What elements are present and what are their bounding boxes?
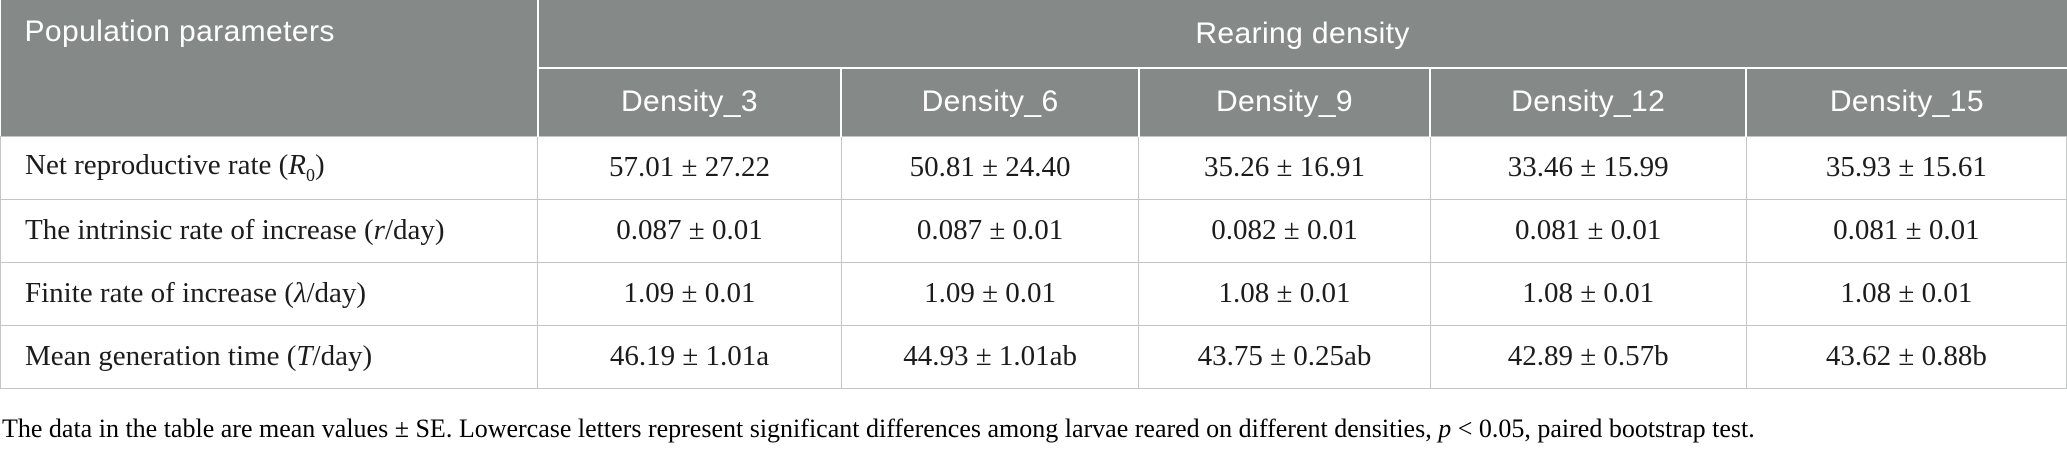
population-parameters-table: Population parameters Rearing density De…: [0, 0, 2067, 389]
p-value-symbol: p: [1438, 413, 1452, 443]
variable-symbol: T: [296, 340, 313, 372]
cell-value: 0.087 ± 0.01: [537, 198, 842, 263]
row-label-suffix: /day): [384, 214, 445, 246]
table-row-intrinsic-rate: The intrinsic rate of increase (r/day) 0…: [0, 198, 2067, 263]
cell-value: 35.26 ± 16.91: [1138, 135, 1431, 200]
row-label-suffix: ): [314, 149, 325, 182]
table-row-mean-generation-time: Mean generation time (T/day) 46.19 ± 1.0…: [0, 324, 2067, 389]
column-header-density-12: Density_12: [1429, 68, 1747, 136]
row-label: The intrinsic rate of increase (r/day): [0, 198, 539, 263]
row-label-text: Net reproductive rate (: [25, 149, 289, 182]
cell-value: 1.08 ± 0.01: [1138, 261, 1431, 326]
cell-value: 0.082 ± 0.01: [1138, 198, 1431, 263]
corner-header-population-parameters: Population parameters: [0, 0, 539, 136]
cell-value: 50.81 ± 24.40: [840, 135, 1140, 200]
column-header-density-3: Density_3: [537, 68, 842, 136]
cell-value: 1.08 ± 0.01: [1429, 261, 1747, 326]
row-label: Net reproductive rate (R0): [0, 135, 539, 200]
cell-value: 33.46 ± 15.99: [1429, 135, 1747, 200]
cell-value: 1.09 ± 0.01: [840, 261, 1140, 326]
column-header-density-6: Density_6: [840, 68, 1139, 136]
table-row-finite-rate: Finite rate of increase (λ/day) 1.09 ± 0…: [0, 261, 2067, 326]
cell-value: 44.93 ± 1.01ab: [840, 324, 1140, 389]
cell-value: 1.08 ± 0.01: [1745, 261, 2067, 326]
table-footnote: The data in the table are mean values ± …: [2, 413, 2067, 446]
cell-value: 0.087 ± 0.01: [840, 198, 1140, 263]
row-label-text: Mean generation time (: [25, 340, 297, 372]
row-label: Mean generation time (T/day): [0, 324, 539, 389]
variable-symbol: λ: [293, 277, 307, 309]
row-label-text: Finite rate of increase (: [25, 277, 294, 309]
row-label: Finite rate of increase (λ/day): [0, 261, 539, 326]
cell-value: 42.89 ± 0.57b: [1429, 324, 1747, 389]
table-body: Net reproductive rate (R0) 57.01 ± 27.22…: [0, 135, 2067, 389]
row-label-suffix: /day): [306, 277, 367, 309]
variable-subscript: 0: [306, 164, 315, 185]
footnote-text-end: < 0.05, paired bootstrap test.: [1451, 413, 1755, 443]
cell-value: 46.19 ± 1.01a: [537, 324, 842, 389]
column-header-density-9: Density_9: [1137, 68, 1431, 136]
cell-value: 57.01 ± 27.22: [537, 135, 842, 200]
cell-value: 0.081 ± 0.01: [1429, 198, 1747, 263]
cell-value: 35.93 ± 15.61: [1745, 135, 2067, 200]
cell-value: 43.75 ± 0.25ab: [1138, 324, 1431, 389]
variable-symbol: R: [288, 149, 306, 182]
cell-value: 1.09 ± 0.01: [537, 261, 842, 326]
cell-value: 0.081 ± 0.01: [1745, 198, 2067, 263]
column-header-density-15: Density_15: [1745, 68, 2067, 136]
group-header-rearing-density: Rearing density: [537, 0, 2067, 69]
footnote-text: The data in the table are mean values ± …: [2, 413, 1439, 443]
table-row-net-reproductive-rate: Net reproductive rate (R0) 57.01 ± 27.22…: [0, 135, 2067, 200]
variable-symbol: r: [373, 214, 385, 246]
row-label-suffix: /day): [312, 340, 373, 372]
table-header: Population parameters Rearing density De…: [0, 0, 2067, 136]
row-label-text: The intrinsic rate of increase (: [25, 214, 374, 246]
column-header-row: Density_3 Density_6 Density_9 Density_12…: [1, 68, 2067, 136]
cell-value: 43.62 ± 0.88b: [1745, 324, 2067, 389]
group-header-row: Population parameters Rearing density: [0, 0, 2067, 136]
